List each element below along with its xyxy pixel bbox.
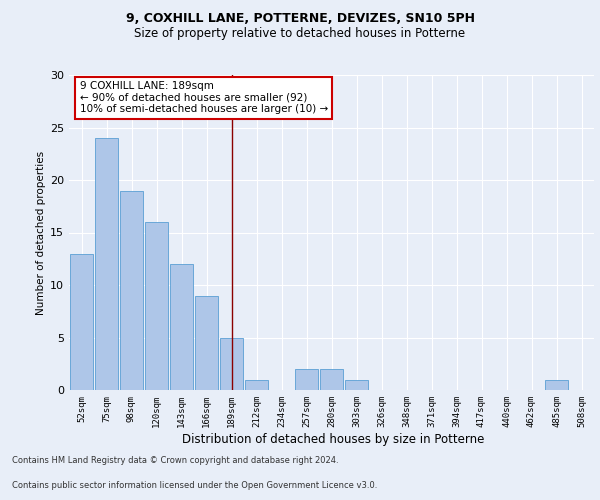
Bar	[120, 190, 143, 390]
Bar	[545, 380, 568, 390]
Bar	[320, 369, 343, 390]
Text: Distribution of detached houses by size in Potterne: Distribution of detached houses by size …	[182, 432, 484, 446]
Text: 9 COXHILL LANE: 189sqm
← 90% of detached houses are smaller (92)
10% of semi-det: 9 COXHILL LANE: 189sqm ← 90% of detached…	[79, 82, 328, 114]
Bar	[345, 380, 368, 390]
Bar	[220, 338, 243, 390]
Text: 9, COXHILL LANE, POTTERNE, DEVIZES, SN10 5PH: 9, COXHILL LANE, POTTERNE, DEVIZES, SN10…	[125, 12, 475, 26]
Bar	[145, 222, 168, 390]
Bar	[195, 296, 218, 390]
Bar	[170, 264, 193, 390]
Bar	[70, 254, 93, 390]
Bar	[95, 138, 118, 390]
Y-axis label: Number of detached properties: Number of detached properties	[36, 150, 46, 314]
Text: Contains public sector information licensed under the Open Government Licence v3: Contains public sector information licen…	[12, 481, 377, 490]
Text: Contains HM Land Registry data © Crown copyright and database right 2024.: Contains HM Land Registry data © Crown c…	[12, 456, 338, 465]
Text: Size of property relative to detached houses in Potterne: Size of property relative to detached ho…	[134, 28, 466, 40]
Bar	[245, 380, 268, 390]
Bar	[295, 369, 318, 390]
